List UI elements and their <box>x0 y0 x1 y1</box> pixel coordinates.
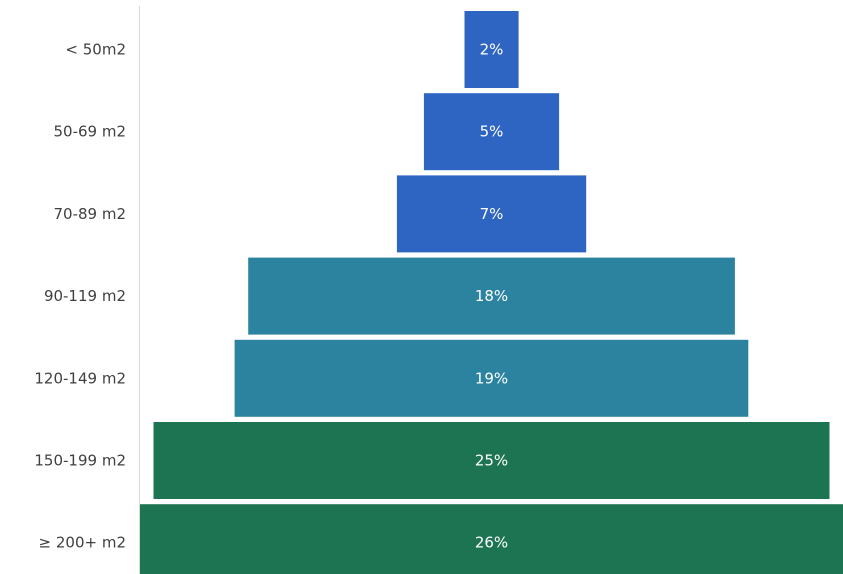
category-label: < 50m2 <box>65 41 126 59</box>
data-label: 5% <box>480 123 504 141</box>
data-label: 19% <box>475 369 508 387</box>
category-label: 120-149 m2 <box>34 369 126 387</box>
bars <box>140 11 843 574</box>
bar-6 <box>153 422 830 499</box>
data-label: 18% <box>475 287 508 305</box>
bar-7 <box>140 504 843 574</box>
bar-1 <box>464 11 519 88</box>
data-label: 25% <box>475 452 508 470</box>
category-labels: < 50m2 50-69 m2 70-89 m2 90-119 m2 120-149 m… <box>34 41 126 552</box>
data-label: 26% <box>475 534 508 552</box>
category-label: ≥ 200+ m2 <box>39 534 126 552</box>
category-label: 50-69 m2 <box>53 123 126 141</box>
data-label: 2% <box>480 41 504 59</box>
category-label: 150-199 m2 <box>34 452 126 470</box>
category-label: 90-119 m2 <box>44 287 126 305</box>
bar-3 <box>396 175 587 253</box>
bar-2 <box>423 93 560 171</box>
category-label: 70-89 m2 <box>53 205 126 223</box>
bar-4 <box>248 257 735 335</box>
data-label: 7% <box>480 205 504 223</box>
data-labels: 2% 5% 7% 18% 19% 25% 26% <box>475 41 508 552</box>
bar-5 <box>234 339 749 417</box>
